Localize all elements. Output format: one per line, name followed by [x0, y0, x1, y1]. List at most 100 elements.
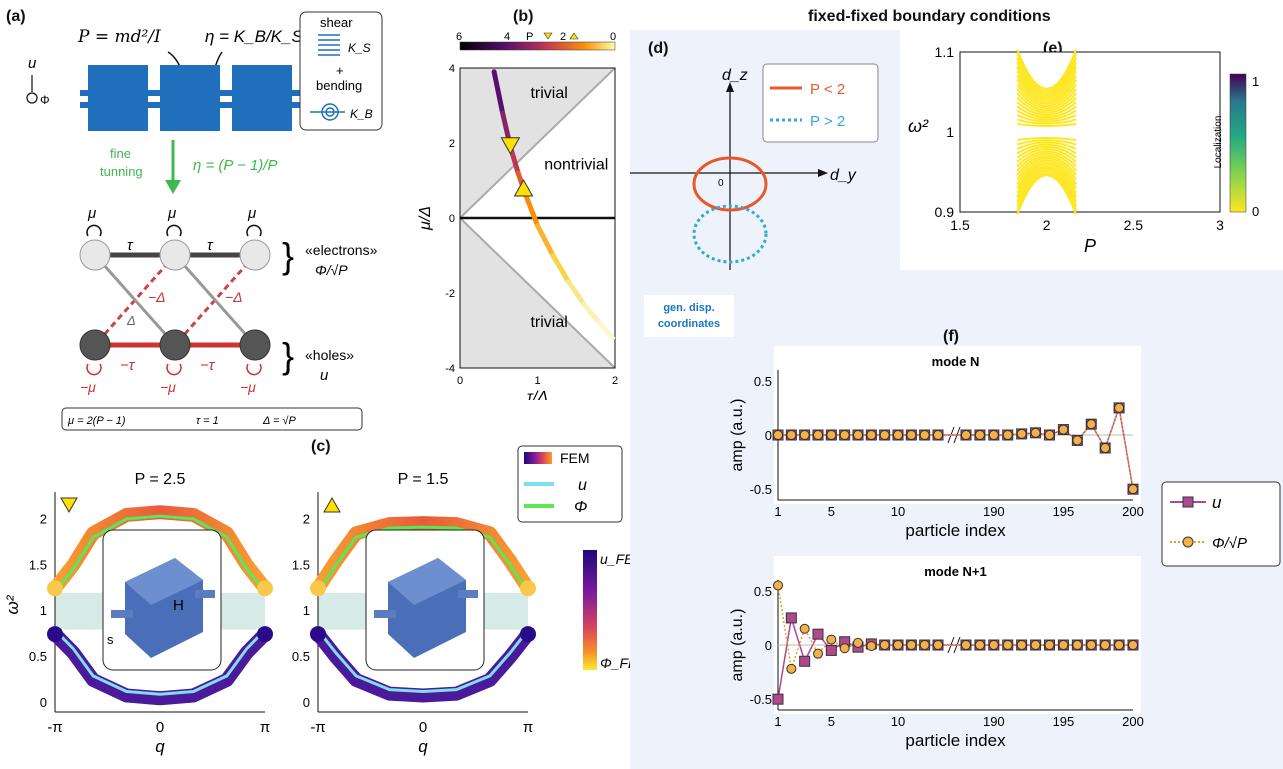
- panel-b-chart: 6 4 P 2 0 trivial nontrivial trivial 4 2 0 -2 -…: [417, 31, 618, 400]
- e-xtick: 3: [1216, 217, 1224, 233]
- e-band-line: [1016, 156, 1077, 181]
- e-band-line: [1016, 163, 1078, 194]
- u-point: [772, 693, 784, 705]
- gen-disp-note: gen. disp.: [663, 302, 714, 314]
- electrons-var: Φ/√P: [315, 262, 348, 278]
- u-lower-band: [53, 629, 267, 696]
- circle-p-gt-2: [692, 204, 768, 264]
- e-band-line: [1016, 92, 1077, 112]
- c-legend: [517, 445, 623, 523]
- phi-point: [1058, 424, 1069, 435]
- phi-point: [988, 430, 999, 440]
- b-xlabel: τ/Δ: [527, 389, 548, 400]
- eq-eta: η = K_B/K_S: [205, 27, 303, 46]
- legend-fem: FEM: [560, 450, 590, 466]
- minus-mu-2: −μ: [160, 379, 176, 395]
- e-band-line: [1016, 174, 1078, 216]
- b-xtick: 1: [534, 375, 540, 387]
- b-ytick: -4: [445, 363, 455, 375]
- legend-phi: Φ: [574, 499, 587, 516]
- band-end: [257, 580, 273, 597]
- phi-point: [1072, 640, 1083, 650]
- legend-p-gt-2: P > 2: [810, 113, 845, 130]
- phi-point: [974, 640, 985, 650]
- phi-point: [933, 430, 943, 440]
- f-ylabel: amp (a.u.): [729, 399, 746, 472]
- phi-point: [961, 640, 971, 650]
- e-band-line: [1016, 101, 1077, 116]
- panel-label-f: (f): [943, 328, 959, 345]
- f-plot-bg: [774, 346, 1141, 504]
- legend-shear: shear: [320, 15, 353, 30]
- e-band-line: [1016, 57, 1078, 94]
- phi-point: [773, 580, 783, 591]
- band-end: [257, 626, 273, 643]
- e-band-line: [1016, 165, 1078, 198]
- holes-var: u: [320, 367, 329, 384]
- phi-point: [826, 430, 837, 440]
- phi-point: [1114, 402, 1125, 413]
- minus-mu-1: −μ: [80, 379, 96, 395]
- e-band-line: [1017, 123, 1077, 127]
- e-xtick: 1.5: [950, 217, 970, 233]
- phi-point: [826, 634, 837, 645]
- e-ytick: 1.1: [935, 44, 955, 60]
- e-band-line: [1016, 105, 1077, 119]
- phase-curve-segment: [597, 320, 616, 341]
- c-panel-title: P = 2.5: [135, 471, 186, 488]
- f-xtick: 1: [774, 714, 781, 729]
- legend-plus: +: [336, 63, 344, 78]
- minus-delta-1: −Δ: [148, 289, 166, 305]
- c-xtick: -π: [47, 719, 62, 736]
- phi-point: [1044, 640, 1055, 650]
- f-subplot-title: mode N+1: [924, 564, 987, 579]
- cb-tick-2: 2: [560, 31, 566, 43]
- band-end: [310, 626, 326, 643]
- phi-point: [853, 430, 863, 440]
- e-xlabel: P: [1084, 236, 1096, 256]
- origin-label: 0: [718, 178, 724, 189]
- param-mu: μ = 2(P − 1): [67, 415, 126, 427]
- f-ytick: -0.5: [750, 482, 772, 497]
- c-xtick: 0: [156, 719, 164, 736]
- region-trivial-bottom: trivial: [530, 314, 567, 331]
- axis-phi-label: Φ: [40, 93, 50, 107]
- e-band-line: [1016, 148, 1077, 163]
- u-point: [825, 644, 837, 656]
- marker-down-triangle: [500, 137, 521, 155]
- f-xlabel: particle index: [905, 731, 1006, 750]
- f-ytick: 0: [765, 428, 772, 443]
- u-point: [785, 612, 797, 624]
- f-ylabel: amp (a.u.): [729, 609, 746, 682]
- axis-dy: d_y: [830, 167, 857, 184]
- inset-s-label: s: [107, 632, 114, 647]
- fem-upper-band: [48, 505, 272, 596]
- legend-u: u: [578, 477, 587, 494]
- tau-label-2: τ: [207, 237, 214, 254]
- c-ytick: 0.5: [292, 649, 310, 664]
- e-band-line: [1016, 139, 1077, 146]
- phi-point: [786, 663, 797, 674]
- band-end: [47, 580, 63, 597]
- localization-colorbar: [1229, 73, 1247, 213]
- b-ytick: 0: [449, 213, 455, 225]
- e-band-line: [1016, 168, 1078, 203]
- phase-curve-segment: [550, 253, 571, 285]
- delta-label: Δ: [126, 313, 136, 328]
- phi-point: [1044, 430, 1055, 440]
- phi-point: [919, 640, 930, 650]
- phi-point: [853, 637, 863, 648]
- e-band-line: [1016, 152, 1077, 172]
- phi-point: [786, 430, 797, 440]
- cb-tick-0: 0: [610, 31, 616, 43]
- e-band-line: [1016, 114, 1077, 123]
- fem-upper-band: [311, 516, 535, 596]
- band-end: [310, 580, 326, 597]
- tuning-eq: η = (P − 1)/P: [193, 157, 277, 174]
- e-band-line: [1016, 172, 1078, 211]
- cb-tick-4: 4: [504, 31, 510, 43]
- phi-point: [1016, 640, 1027, 650]
- phi-point: [1072, 435, 1083, 446]
- mu-label-1: μ: [87, 205, 96, 222]
- f-xtick: 190: [983, 504, 1005, 519]
